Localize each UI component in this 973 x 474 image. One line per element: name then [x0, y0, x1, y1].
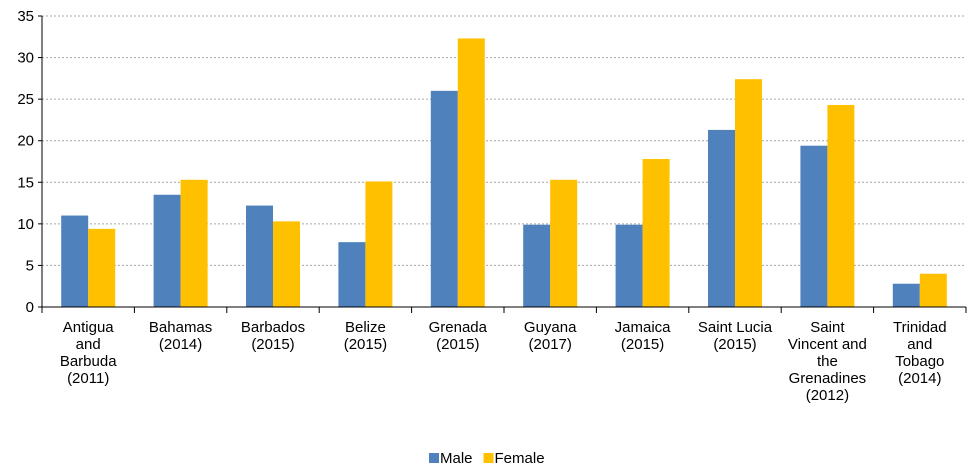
bar-male-4 [430, 90, 458, 307]
bar-male-6 [615, 224, 643, 307]
y-tick-label: 30 [17, 50, 34, 67]
x-tick-label: (2015) [621, 336, 664, 353]
legend-label-female: Female [495, 450, 545, 467]
bar-male-1 [153, 194, 181, 307]
y-tick-label: 5 [26, 257, 34, 274]
x-tick-label: Saint Lucia [698, 319, 773, 336]
x-tick-label: Saint [810, 319, 845, 336]
x-tick-label: (2017) [529, 336, 572, 353]
x-tick-label: (2011) [67, 370, 109, 387]
x-tick-label: Grenadines [789, 370, 867, 387]
bar-female-5 [550, 179, 578, 307]
bar-female-4 [457, 38, 485, 307]
x-tick-label: (2015) [251, 336, 294, 353]
legend-swatch-male [429, 453, 439, 463]
x-tick-label: Belize [345, 319, 386, 336]
legend-swatch-female [483, 453, 494, 463]
x-tick-label: and [76, 336, 101, 353]
y-tick-label: 20 [17, 133, 34, 150]
bar-female-1 [180, 179, 208, 307]
x-tick-label: (2015) [436, 336, 479, 353]
x-tick-label: Barbuda [60, 353, 117, 370]
y-tick-label: 10 [17, 216, 34, 233]
x-tick-label: (2014) [159, 336, 202, 353]
bars [61, 38, 947, 307]
x-tick-label: (2014) [898, 370, 941, 387]
bar-female-3 [365, 181, 393, 307]
x-tick-label: Trinidad [893, 319, 947, 336]
x-tick-label: Tobago [895, 353, 944, 370]
bar-male-2 [246, 205, 273, 307]
x-tick-label: Guyana [524, 319, 577, 336]
x-tick-label: Jamaica [615, 319, 672, 336]
y-tick-label: 25 [17, 91, 34, 108]
bar-male-3 [338, 242, 366, 307]
x-tick-label: (2012) [806, 387, 849, 404]
bar-male-5 [523, 224, 551, 307]
x-tick-label: Antigua [63, 319, 115, 336]
x-tick-label: the [817, 353, 838, 370]
x-tick-label: Vincent and [788, 336, 867, 353]
bar-male-8 [800, 145, 828, 307]
y-tick-label: 0 [26, 299, 34, 316]
x-tick-label: Barbados [241, 319, 305, 336]
x-tick-label: (2015) [713, 336, 756, 353]
bar-female-7 [735, 79, 762, 307]
bar-female-8 [827, 104, 855, 307]
bar-male-0 [61, 215, 89, 307]
x-tick-label: (2015) [344, 336, 387, 353]
y-axis: 0 5 10 15 20 25 30 35 [17, 8, 43, 316]
bar-female-0 [88, 228, 116, 307]
bar-male-9 [892, 283, 920, 307]
y-tick-label: 35 [17, 8, 34, 25]
legend-label-male: Male [440, 450, 473, 467]
legend: Male Female [429, 450, 545, 467]
bar-female-9 [919, 273, 947, 307]
x-tick-label: Bahamas [149, 319, 212, 336]
x-tick-label: and [907, 336, 932, 353]
y-tick-label: 15 [17, 174, 34, 191]
bar-female-2 [273, 221, 300, 307]
bar-female-6 [642, 159, 670, 307]
bar-male-7 [708, 129, 735, 307]
x-axis: AntiguaandBarbuda(2011)Bahamas(2014)Barb… [41, 306, 967, 404]
x-tick-label: Grenada [429, 319, 488, 336]
